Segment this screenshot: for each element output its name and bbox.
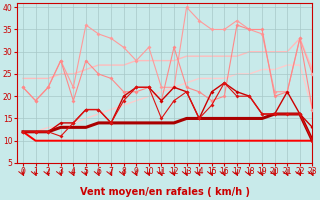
X-axis label: Vent moyen/en rafales ( km/h ): Vent moyen/en rafales ( km/h ) [80,187,250,197]
